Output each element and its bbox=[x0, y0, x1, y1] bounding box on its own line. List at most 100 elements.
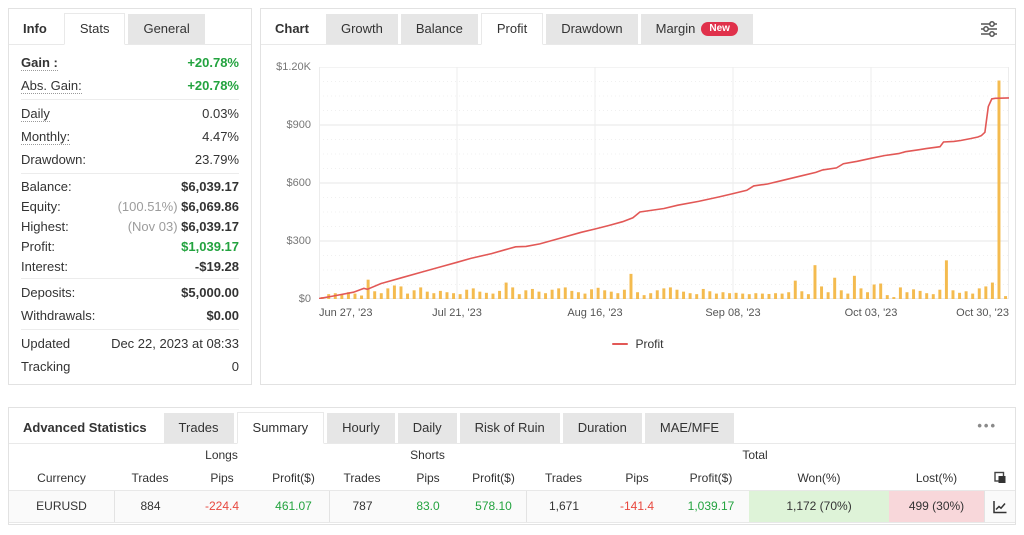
cell-shorts-trades: 787 bbox=[329, 491, 395, 522]
col-shorts-trades: Trades bbox=[343, 470, 381, 485]
tab-trades[interactable]: Trades bbox=[163, 413, 234, 443]
x-axis-label: Jun 27, '23 bbox=[319, 307, 373, 319]
copy-table-button[interactable] bbox=[984, 470, 1015, 486]
stat-label: Equity: bbox=[21, 198, 61, 214]
y-axis-label: $600 bbox=[286, 177, 311, 189]
stat-value: (Nov 03) $6,039.17 bbox=[127, 218, 239, 234]
x-axis-label: Aug 16, '23 bbox=[567, 307, 623, 319]
tab-balance[interactable]: Balance bbox=[400, 14, 478, 44]
stat-value: +20.78% bbox=[187, 78, 239, 93]
chart-plot-area bbox=[319, 67, 1009, 299]
table-header-row: Currency Trades Pips Profit($) Trades Pi… bbox=[9, 465, 1015, 490]
stat-row: Balance: $6,039.17 bbox=[21, 176, 239, 196]
row-chart-button[interactable] bbox=[984, 491, 1015, 522]
stat-label: Withdrawals: bbox=[21, 308, 96, 323]
y-axis-label: $1.20K bbox=[276, 61, 311, 73]
x-axis-label: Oct 03, '23 bbox=[844, 307, 898, 319]
stat-value: $6,039.17 bbox=[181, 178, 239, 194]
stat-row: Drawdown: 23.79% bbox=[21, 148, 239, 171]
panel-title-advanced-statistics: Advanced Statistics bbox=[23, 420, 147, 435]
more-options-icon[interactable]: ••• bbox=[977, 418, 997, 433]
profit-chart: $1.20K $900 $600 $300 $0 Jun 27, '23 Jul… bbox=[261, 45, 1015, 351]
tab-margin-label: Margin bbox=[655, 21, 696, 36]
stat-value: +20.78% bbox=[187, 55, 239, 70]
tab-drawdown[interactable]: Drawdown bbox=[546, 14, 638, 44]
x-axis: Jun 27, '23 Jul 21, '23 Aug 16, '23 Sep … bbox=[319, 307, 1009, 321]
col-shorts-profit: Profit($) bbox=[472, 470, 515, 485]
tab-profit[interactable]: Profit bbox=[480, 13, 544, 45]
chart-settings-button[interactable] bbox=[975, 18, 1003, 40]
col-currency: Currency bbox=[37, 470, 86, 485]
stat-row: Updated Dec 22, 2023 at 08:33 bbox=[21, 332, 239, 355]
stat-label: Gain : bbox=[21, 54, 58, 71]
tab-growth[interactable]: Growth bbox=[325, 14, 398, 44]
cell-total-trades: 1,671 bbox=[526, 491, 601, 522]
stat-row: Withdrawals: $0.00 bbox=[21, 304, 239, 327]
group-header-shorts: Shorts bbox=[410, 447, 445, 462]
tab-daily[interactable]: Daily bbox=[397, 413, 457, 443]
chart-icon bbox=[993, 500, 1007, 513]
stat-label: Drawdown: bbox=[21, 152, 87, 167]
stat-row: Interest: -$19.28 bbox=[21, 256, 239, 276]
tab-risk-of-ruin[interactable]: Risk of Ruin bbox=[459, 413, 560, 443]
stat-row: Tracking 0 bbox=[21, 355, 239, 378]
col-longs-profit: Profit($) bbox=[272, 470, 315, 485]
stat-group: Gain : +20.78% Abs. Gain: +20.78% bbox=[21, 49, 239, 100]
col-won: Won(%) bbox=[797, 470, 841, 485]
stat-label: Deposits: bbox=[21, 285, 76, 300]
stat-row: Profit: $1,039.17 bbox=[21, 236, 239, 256]
tab-margin[interactable]: Margin New bbox=[640, 14, 753, 44]
stat-row: Highest: (Nov 03) $6,039.17 bbox=[21, 216, 239, 236]
stat-label: Updated bbox=[21, 336, 71, 351]
tab-general[interactable]: General bbox=[128, 14, 205, 44]
stat-row: Abs. Gain: +20.78% bbox=[21, 74, 239, 97]
group-header-total: Total bbox=[742, 447, 768, 462]
stat-value: $1,039.17 bbox=[181, 238, 239, 254]
x-axis-label: Oct 30, '23 bbox=[956, 307, 1009, 319]
group-header-longs: Longs bbox=[205, 447, 238, 462]
stat-group: Daily 0.03% Monthly: 4.47% Drawdown: 23.79% bbox=[21, 100, 239, 174]
stat-value: $0.00 bbox=[206, 308, 239, 323]
y-axis-label: $900 bbox=[286, 119, 311, 131]
stat-value: (100.51%) $6,069.86 bbox=[117, 198, 239, 214]
cell-longs-profit: 461.07 bbox=[275, 499, 312, 513]
cell-longs-trades: 884 bbox=[114, 491, 186, 522]
stat-label: Abs. Gain: bbox=[21, 77, 82, 94]
stat-group: Balance: $6,039.17 Equity: (100.51%) $6,069… bbox=[21, 174, 239, 279]
stat-value: -$19.28 bbox=[194, 258, 239, 274]
x-axis-label: Jul 21, '23 bbox=[432, 307, 482, 319]
new-badge: New bbox=[701, 21, 738, 36]
tab-stats[interactable]: Stats bbox=[63, 13, 126, 45]
col-total-trades: Trades bbox=[545, 470, 582, 485]
cell-lost: 499 (30%) bbox=[889, 491, 984, 522]
stat-label: Balance: bbox=[21, 178, 72, 194]
stat-value: 4.47% bbox=[202, 129, 239, 144]
stats-tabstrip: Info Stats General bbox=[9, 9, 251, 45]
cell-total-profit: 1,039.17 bbox=[687, 499, 735, 513]
table-group-header-row: Longs Shorts Total bbox=[9, 444, 1015, 465]
tab-hourly[interactable]: Hourly bbox=[327, 413, 395, 443]
stat-label: Highest: bbox=[21, 218, 69, 234]
cell-shorts-profit: 578.10 bbox=[475, 499, 512, 513]
stat-row: Gain : +20.78% bbox=[21, 51, 239, 74]
col-longs-trades: Trades bbox=[131, 470, 169, 485]
stat-group: Deposits: $5,000.00 Withdrawals: $0.00 bbox=[21, 279, 239, 330]
col-total-pips: Pips bbox=[625, 470, 649, 485]
stat-group: Updated Dec 22, 2023 at 08:33 Tracking 0 bbox=[21, 330, 239, 380]
stat-row: Daily 0.03% bbox=[21, 102, 239, 125]
legend-item-profit[interactable]: Profit bbox=[261, 337, 1015, 351]
panel-title-info: Info bbox=[23, 21, 47, 36]
col-shorts-pips: Pips bbox=[416, 470, 440, 485]
chart-panel: Chart Growth Balance Profit Drawdown Mar… bbox=[260, 8, 1016, 385]
stat-value: $5,000.00 bbox=[181, 285, 239, 300]
stats-panel: Info Stats General Gain : +20.78% Abs. Gai… bbox=[8, 8, 252, 385]
legend-label: Profit bbox=[635, 337, 664, 351]
stat-label: Interest: bbox=[21, 258, 68, 274]
tab-duration[interactable]: Duration bbox=[562, 413, 642, 443]
stat-value: 23.79% bbox=[194, 152, 239, 167]
tab-mae-mfe[interactable]: MAE/MFE bbox=[644, 413, 735, 443]
tab-summary[interactable]: Summary bbox=[236, 412, 325, 444]
stat-value: Dec 22, 2023 at 08:33 bbox=[111, 336, 239, 351]
stat-row: Deposits: $5,000.00 bbox=[21, 281, 239, 304]
